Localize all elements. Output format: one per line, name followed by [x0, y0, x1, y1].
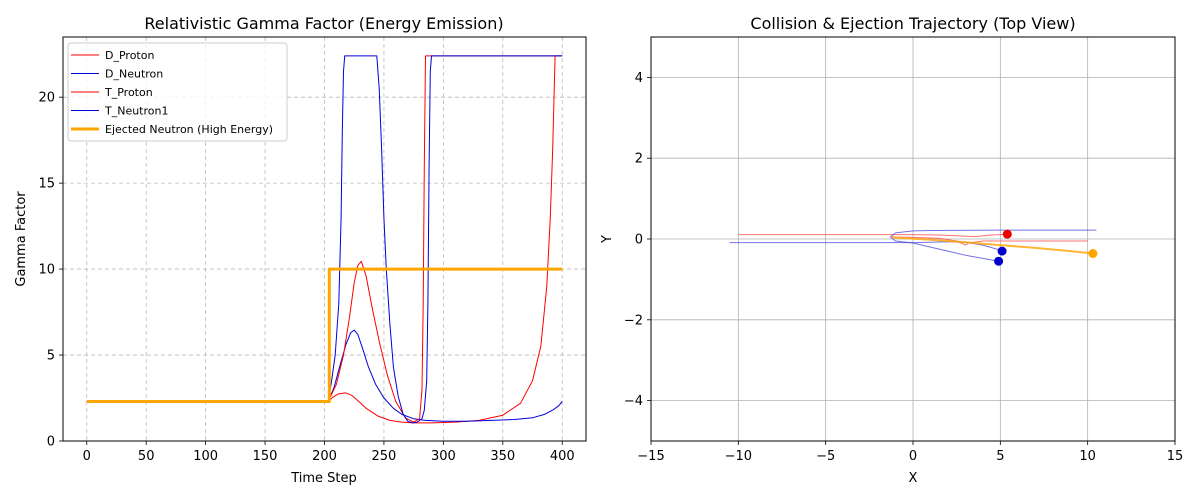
- y-tick-label: −2: [624, 313, 643, 328]
- x-tick-label: 200: [312, 449, 337, 464]
- grid: [63, 37, 586, 442]
- legend: D_Proton D_Neutron T_Proton T_Neutron1 Eject…: [67, 42, 288, 142]
- ticks: −15 −10 −5 0 5 10 15 −4 −2 0 2 4: [624, 71, 1183, 464]
- series-line-t-proton: [86, 55, 563, 423]
- y-axis-label: Y: [600, 235, 615, 244]
- trajectory-chart: Collision & Ejection Trajectory (Top Vie…: [600, 14, 1183, 486]
- legend-box: [67, 42, 288, 142]
- x-tick-label: 100: [193, 449, 218, 464]
- y-tick-label: 15: [38, 177, 55, 192]
- series-line-d-proton-path: [738, 233, 1008, 238]
- x-axis-label: X: [909, 471, 918, 486]
- y-tick-label: 20: [38, 91, 55, 106]
- x-tick-label: 10: [1079, 449, 1096, 464]
- x-tick-label: 0: [83, 449, 91, 464]
- y-tick-label: 5: [47, 349, 55, 364]
- trajectory-lines: [729, 229, 1098, 266]
- x-tick-label: 400: [550, 449, 575, 464]
- y-axis-label: Gamma Factor: [14, 191, 29, 287]
- x-tick-label: −15: [637, 449, 664, 464]
- legend-label: D_Neutron: [105, 68, 163, 81]
- y-tick-label: 0: [635, 233, 643, 248]
- series-line-d-proton: [86, 55, 563, 424]
- x-tick-label: 50: [138, 449, 155, 464]
- x-tick-label: 15: [1167, 449, 1184, 464]
- x-tick-label: 300: [431, 449, 456, 464]
- legend-label: Ejected Neutron (High Energy): [105, 123, 273, 136]
- chart-title: Collision & Ejection Trajectory (Top Vie…: [750, 14, 1075, 33]
- series-line-t-neutron1-path: [889, 229, 1097, 262]
- x-tick-label: 250: [372, 449, 397, 464]
- marker-t-neutron1: [994, 256, 1004, 266]
- series-line-t-neutron1: [86, 55, 563, 424]
- series-line-d-neutron: [86, 329, 563, 422]
- x-tick-label: 150: [253, 449, 278, 464]
- gamma-factor-chart: Relativistic Gamma Factor (Energy Emissi…: [14, 14, 587, 486]
- y-tick-label: −4: [624, 394, 643, 409]
- x-tick-label: −5: [816, 449, 835, 464]
- x-tick-label: 0: [909, 449, 917, 464]
- legend-label: T_Neutron1: [104, 105, 168, 118]
- legend-label: T_Proton: [104, 86, 153, 99]
- ticks: 0 50 100 150 200 250 300 350 400 0 5 10 15 20: [38, 91, 574, 464]
- marker-d-neutron: [997, 246, 1007, 256]
- y-tick-label: 4: [635, 71, 643, 86]
- series-line-ejected-neutron-high-energy-: [86, 267, 563, 403]
- series-lines: [86, 55, 563, 424]
- x-tick-label: −10: [725, 449, 752, 464]
- x-tick-label: 350: [490, 449, 515, 464]
- marker-ejected-neutron: [1088, 249, 1098, 259]
- x-axis-label: Time Step: [290, 471, 357, 486]
- series-line-ejected-neutron-path: [891, 236, 1094, 255]
- y-tick-label: 0: [47, 435, 55, 450]
- x-tick-label: 5: [996, 449, 1004, 464]
- chart-title: Relativistic Gamma Factor (Energy Emissi…: [144, 14, 503, 33]
- marker-d-proton: [1002, 229, 1012, 239]
- y-tick-label: 10: [38, 263, 55, 278]
- y-tick-label: 2: [635, 152, 643, 167]
- legend-label: D_Proton: [105, 49, 154, 62]
